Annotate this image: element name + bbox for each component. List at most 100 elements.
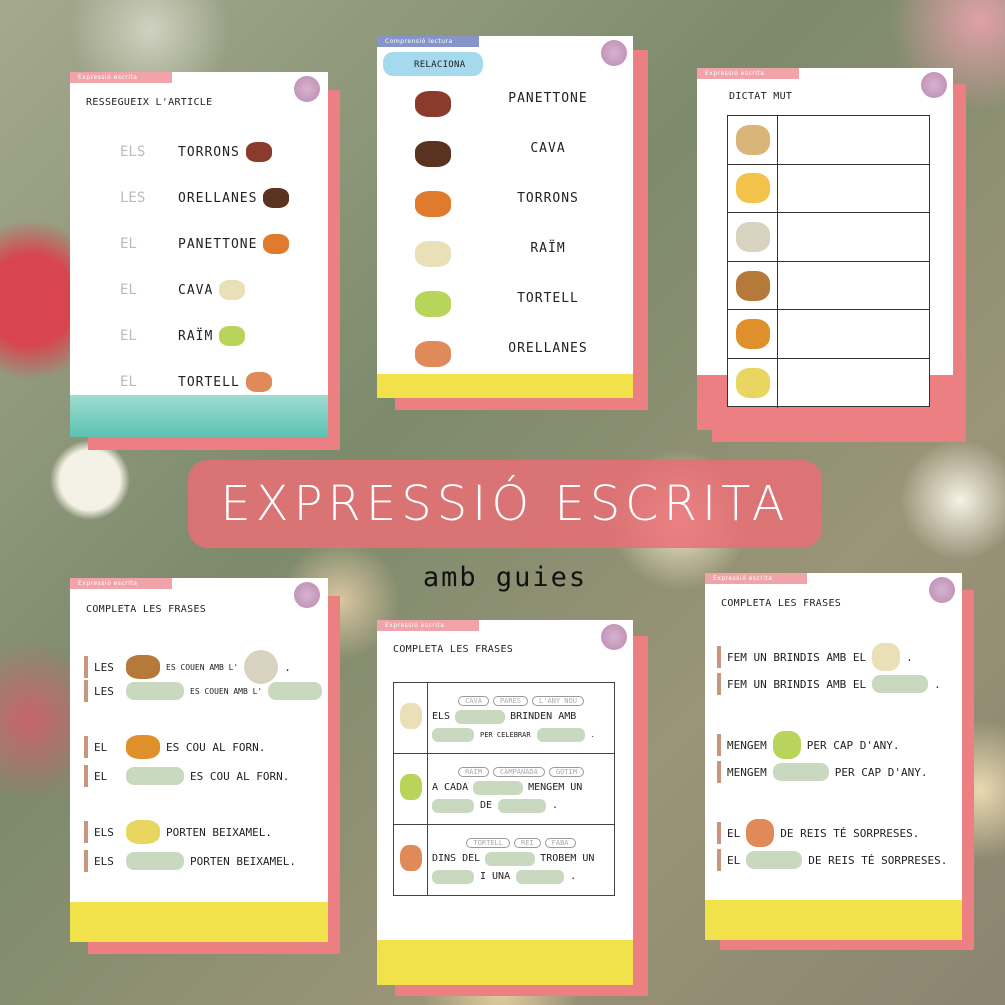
article-trace: EL — [120, 236, 137, 252]
word-option: CAMPANADA — [492, 766, 545, 777]
grapes-icon — [772, 731, 801, 759]
tortell-icon — [415, 341, 451, 367]
match-item-word: CAVA — [530, 141, 566, 156]
panellets-icon — [126, 655, 160, 679]
answer-blank[interactable] — [432, 869, 474, 884]
sentence-to-complete: EL ES COU AL FORN. — [84, 765, 289, 787]
word-option: PARES — [492, 695, 528, 706]
answer-blank[interactable] — [268, 682, 323, 700]
answer-blank[interactable] — [126, 682, 184, 700]
answer-blank[interactable] — [746, 851, 803, 869]
match-item-word: ORELLANES — [508, 341, 588, 356]
category-tag: Expressió escrita — [705, 573, 807, 584]
worksheet-trace-article: Expressió escrita RESSEGUEIX L'ARTICLE E… — [70, 72, 328, 437]
sentence-cell: RAÏM CAMPANADA GOTIM A CADA MENGEM UN DE. — [427, 753, 615, 825]
answer-blank[interactable] — [516, 869, 565, 884]
torrons-icon — [245, 142, 272, 162]
worksheet-complete-sentences-1: Expressió escrita COMPLETA LES FRASES LE… — [70, 578, 328, 942]
neules-icon — [735, 124, 770, 155]
dictation-image-cell — [728, 164, 778, 213]
dictation-answer-cell[interactable] — [779, 116, 929, 164]
answer-blank[interactable] — [455, 709, 506, 724]
category-tag: Comprensió lectura — [377, 36, 479, 47]
sentence-text: BRINDEN AMB — [510, 711, 577, 722]
cava-glasses-icon — [219, 280, 246, 300]
sentence-table: CAVA PARES L'ANY NOU ELS BRINDEN AMB PER CELE… — [393, 682, 615, 896]
sentence-end: DE REIS TÉ SORPRESES. — [808, 853, 948, 867]
trace-row: EL PANETTONE — [120, 234, 290, 254]
cava-glasses-icon — [415, 241, 451, 267]
answer-blank[interactable] — [126, 852, 184, 870]
word-option: TORTELL — [466, 837, 510, 848]
sentence-text: TROBEM UN — [540, 853, 595, 864]
worksheet-title: RELACIONA — [414, 60, 466, 70]
sentence-end: PORTEN BEIXAMEL. — [166, 825, 272, 839]
yellow-band — [377, 374, 633, 398]
match-item-image — [415, 91, 451, 121]
sentence-start: LES — [94, 660, 114, 674]
sentence-period: . — [590, 730, 595, 739]
sentence-bar — [717, 673, 721, 695]
grapes-icon — [415, 291, 451, 317]
sentence-start: ELS — [94, 825, 114, 839]
worksheet-title: RESSEGUEIX L'ARTICLE — [86, 97, 213, 108]
answer-blank[interactable] — [872, 675, 929, 693]
sentence-bar — [84, 736, 88, 758]
dictation-answer-cell[interactable] — [779, 310, 929, 358]
dictation-answer-cell[interactable] — [779, 262, 929, 310]
image-cell — [393, 682, 428, 754]
dictation-image-cell — [728, 213, 778, 261]
crackers-icon — [735, 173, 770, 204]
turkey-icon — [126, 735, 160, 759]
answer-blank[interactable] — [126, 767, 184, 785]
logo-icon — [294, 582, 320, 608]
sentence-bar — [717, 822, 721, 844]
tortell-icon — [245, 372, 272, 392]
match-item-image — [415, 291, 451, 321]
answer-blank[interactable] — [432, 727, 474, 742]
answer-blank[interactable] — [432, 798, 474, 813]
sentence-end: . — [934, 677, 941, 691]
dictation-answer-cell[interactable] — [779, 165, 929, 213]
dictation-image-cell — [728, 359, 778, 408]
sentence-bar — [717, 734, 721, 756]
sentence-end: PER CAP D'ANY. — [834, 765, 928, 779]
article-trace: LES — [120, 190, 146, 206]
worksheet-complete-sentences-2: Expressió escrita COMPLETA LES FRASES CA… — [377, 620, 633, 985]
sentence-with-image: ELS PORTEN BEIXAMEL. — [84, 820, 272, 844]
match-item-image — [415, 141, 451, 171]
word-option: FABA — [544, 837, 576, 848]
sentence-start: ELS — [94, 854, 114, 868]
match-item-image — [415, 241, 451, 271]
trace-row: EL CAVA — [120, 280, 246, 300]
sentence-start: EL — [727, 853, 741, 867]
sentence-period: . — [552, 800, 559, 811]
sentence-bar — [84, 680, 88, 702]
dictation-answer-cell[interactable] — [779, 359, 929, 408]
worksheet-title: COMPLETA LES FRASES — [393, 644, 514, 655]
word-options: RAÏM CAMPANADA GOTIM — [432, 766, 610, 777]
answer-blank[interactable] — [772, 763, 829, 781]
dictation-row — [728, 164, 929, 214]
category-tag: Expressió escrita — [70, 578, 172, 589]
answer-blank[interactable] — [536, 727, 585, 742]
dictation-answer-cell[interactable] — [779, 213, 929, 261]
answer-blank[interactable] — [473, 780, 524, 795]
sentence-text: A CADA — [432, 782, 469, 793]
sentence-line-1: ELS BRINDEN AMB — [432, 709, 610, 724]
sentence-with-image: FEM UN BRINDIS AMB EL. — [717, 643, 913, 671]
food-word: TORRONS — [178, 144, 240, 160]
worksheet-complete-sentences-3: Expressió escrita COMPLETA LES FRASES FE… — [705, 573, 962, 940]
sentence-to-complete: MENGEM PER CAP D'ANY. — [717, 761, 927, 783]
sentence-with-image: EL DE REIS TÉ SORPRESES. — [717, 819, 919, 847]
sentence-to-complete: FEM UN BRINDIS AMB EL. — [717, 673, 941, 695]
food-word: RAÏM — [178, 328, 214, 344]
sentence-bar — [717, 646, 721, 668]
category-tag: Expressió escrita — [377, 620, 479, 631]
answer-blank[interactable] — [498, 798, 547, 813]
answer-blank[interactable] — [485, 851, 536, 866]
dictation-row — [728, 310, 929, 359]
sentence-start: EL — [94, 769, 108, 783]
sentence-bar — [84, 821, 88, 843]
